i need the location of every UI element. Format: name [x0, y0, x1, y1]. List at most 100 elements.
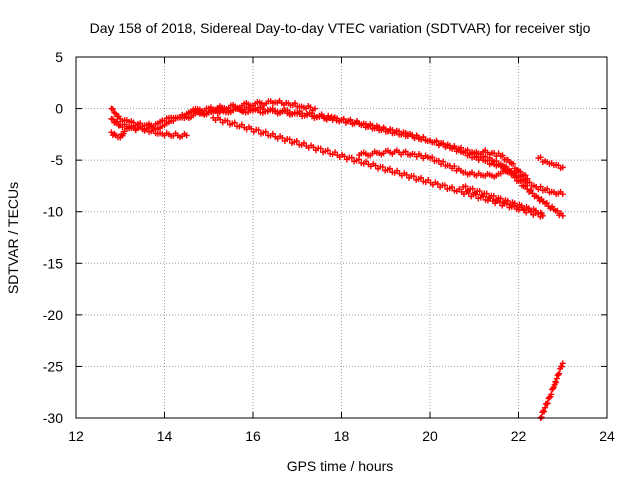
data-point [510, 170, 517, 177]
data-point [241, 124, 248, 131]
data-point [114, 118, 121, 125]
data-point [517, 178, 524, 185]
y-tick-label: 5 [55, 49, 63, 65]
x-tick-label: 24 [599, 428, 615, 444]
series-isolated-points [210, 114, 546, 220]
data-point [530, 211, 537, 218]
data-point [534, 194, 541, 201]
data-point [559, 164, 566, 171]
series-arc-descending-right [471, 147, 531, 182]
data-point [499, 202, 506, 209]
data-point [499, 162, 506, 169]
data-point [475, 195, 482, 202]
data-point [109, 116, 116, 123]
ticks: 12 14 16 18 20 22 24 5 0 -5 -10 -15 -20 -25 -30 [43, 49, 615, 444]
data-point [389, 126, 396, 133]
data-point [351, 158, 358, 165]
data-point [544, 185, 551, 192]
data-point [506, 168, 513, 175]
data-point [340, 115, 347, 122]
chart-title: Day 158 of 2018, Sidereal Day-to-day VTE… [90, 20, 591, 36]
plot-frame [75, 56, 608, 419]
data-point [318, 111, 325, 118]
data-point [451, 187, 458, 194]
data-point [440, 158, 447, 165]
data-point [311, 105, 318, 112]
data-point [451, 144, 458, 151]
data-point [476, 188, 483, 195]
data-point [389, 169, 396, 176]
data-point [554, 207, 561, 214]
data-point [529, 190, 536, 197]
x-tick-label: 20 [422, 428, 438, 444]
data-point [358, 160, 365, 167]
data-point [257, 130, 264, 137]
data-point [548, 391, 555, 398]
data-point [559, 212, 566, 219]
data-point [320, 149, 327, 156]
data-point [553, 375, 560, 382]
data-point [234, 123, 241, 130]
data-point [444, 186, 451, 193]
data-point [490, 192, 497, 199]
series-arc-upper-right [250, 104, 566, 219]
data-point [265, 132, 272, 139]
data-point [444, 141, 451, 148]
data-point [109, 106, 116, 113]
data-point [513, 206, 520, 213]
data-point [292, 100, 299, 107]
data-point [469, 185, 476, 192]
data-point [343, 156, 350, 163]
data-point [537, 154, 544, 161]
data-point [549, 203, 556, 210]
data-point [183, 132, 190, 139]
data-point [462, 183, 469, 190]
data-point [437, 184, 444, 191]
y-tick-label: -20 [43, 307, 63, 323]
series-arc-lower-left [108, 124, 190, 141]
y-tick-label: -5 [51, 152, 64, 168]
x-tick-label: 18 [334, 428, 350, 444]
data-point [510, 160, 517, 167]
data-point [546, 394, 553, 401]
data-point [541, 408, 548, 415]
data-point [429, 154, 436, 161]
data-point [522, 182, 529, 189]
data-point [558, 363, 565, 370]
data-point [433, 138, 440, 145]
x-tick-label: 12 [68, 428, 84, 444]
data-point [420, 178, 427, 185]
y-tick-label: -25 [43, 358, 63, 374]
y-tick-label: -10 [43, 204, 63, 220]
data-points [108, 97, 566, 421]
data-point [543, 200, 550, 207]
x-tick-label: 16 [245, 428, 261, 444]
data-point [281, 138, 288, 145]
y-tick-label: -30 [43, 410, 63, 426]
data-point [435, 157, 442, 164]
data-point [413, 176, 420, 183]
data-point [347, 116, 354, 123]
data-point [402, 148, 409, 155]
y-tick-label: 0 [55, 101, 63, 117]
data-point [542, 404, 549, 411]
series-arc-steep-rise [537, 360, 566, 421]
x-tick-label: 22 [511, 428, 527, 444]
y-tick-label: -15 [43, 255, 63, 271]
data-point [559, 360, 566, 367]
data-point [504, 197, 511, 204]
data-point [555, 371, 562, 378]
data-point [506, 204, 513, 211]
x-axis-label: GPS time / hours [287, 458, 394, 474]
data-point [150, 126, 157, 133]
data-point [334, 115, 341, 122]
data-point [553, 379, 560, 386]
data-point [327, 150, 334, 157]
data-point [537, 213, 544, 220]
y-axis-label: SDTVAR / TECUs [5, 182, 21, 294]
data-point [517, 168, 524, 175]
data-point [556, 370, 563, 377]
series-arc-lower-right [356, 147, 513, 180]
